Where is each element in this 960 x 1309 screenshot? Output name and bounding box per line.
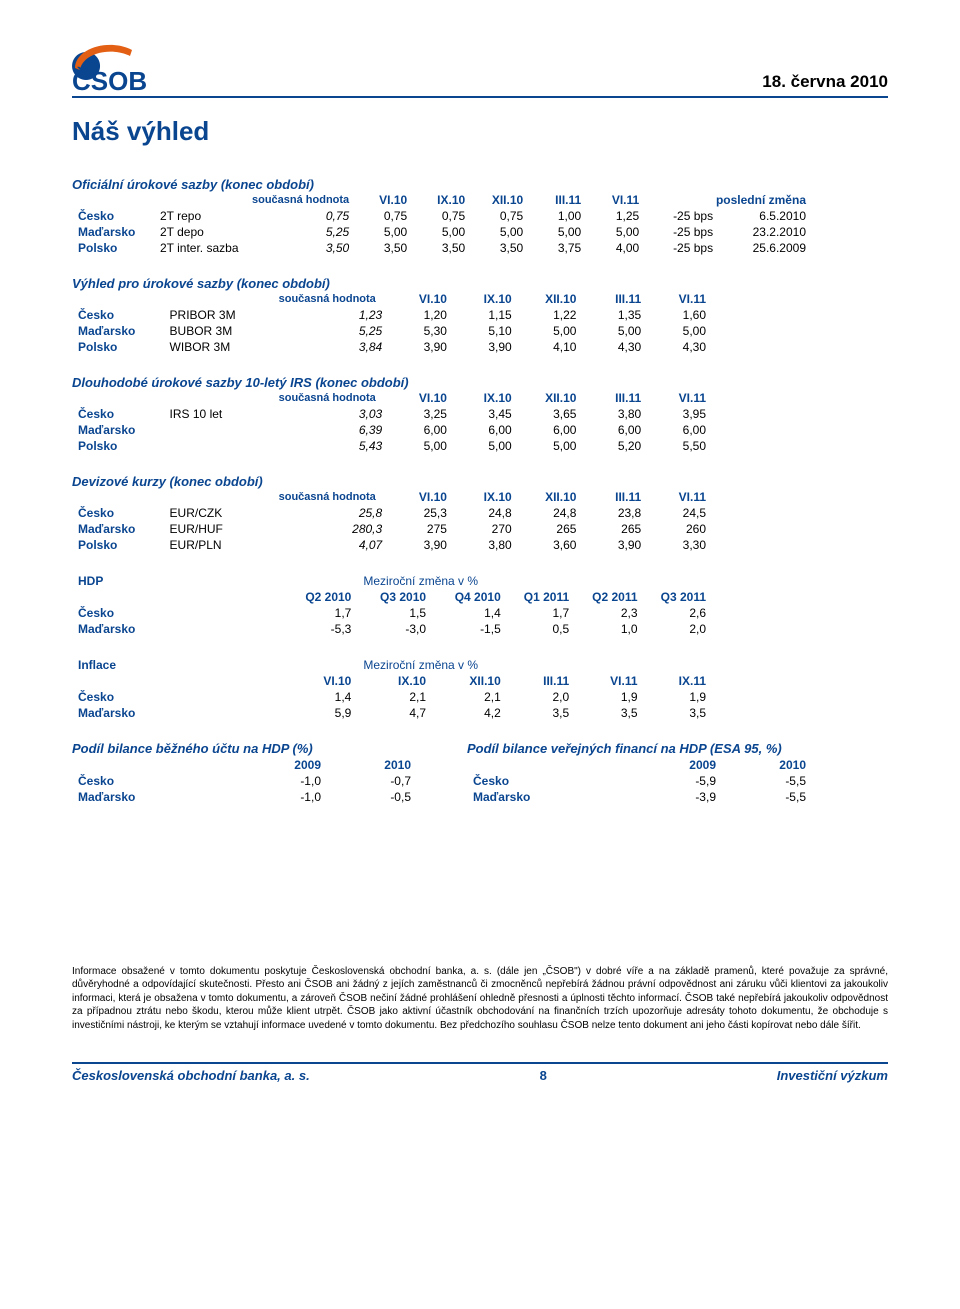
table-title-vyhled: Výhled pro úrokové sazby (konec období)	[72, 276, 888, 291]
footer-org: Československá obchodní banka, a. s.	[72, 1068, 310, 1083]
table-row: Česko EUR/CZK 25,8 25,3 24,8 24,8 23,8 2…	[72, 505, 712, 521]
table-title-dlouho: Dlouhodobé úrokové sazby 10-letý IRS (ko…	[72, 375, 888, 390]
table-title-inflace: Inflace	[72, 657, 169, 673]
table-row: Česko 1,7 1,5 1,4 1,7 2,3 2,6	[72, 605, 712, 621]
table-oficialni: současná hodnota VI.10 IX.10 XII.10 III.…	[72, 192, 812, 256]
footer-page-number: 8	[540, 1068, 547, 1083]
table-row: Česko IRS 10 let 3,03 3,25 3,45 3,65 3,8…	[72, 406, 712, 422]
table-row: Česko 2T repo 0,75 0,75 0,75 0,75 1,00 1…	[72, 208, 812, 224]
table-row: Maďarsko 5,9 4,7 4,2 3,5 3,5 3,5	[72, 705, 712, 721]
table-dlouho: současná hodnota VI.10 IX.10 XII.10 III.…	[72, 390, 712, 454]
table-row: Maďarsko 2T depo 5,25 5,00 5,00 5,00 5,0…	[72, 224, 812, 240]
table-row: Česko 1,4 2,1 2,1 2,0 1,9 1,9	[72, 689, 712, 705]
table-deviz: současná hodnota VI.10 IX.10 XII.10 III.…	[72, 489, 712, 553]
table-row: Maďarsko BUBOR 3M 5,25 5,30 5,10 5,00 5,…	[72, 323, 712, 339]
table-row: Polsko WIBOR 3M 3,84 3,90 3,90 4,10 4,30…	[72, 339, 712, 355]
table-row: Česko PRIBOR 3M 1,23 1,20 1,15 1,22 1,35…	[72, 307, 712, 323]
csob-logo-icon: ČSOB	[72, 36, 200, 96]
page-footer: Československá obchodní banka, a. s. 8 I…	[72, 1062, 888, 1083]
table-row: Maďarsko -1,0 -0,5	[72, 789, 417, 805]
table-row: Česko -5,9 -5,5	[467, 773, 812, 789]
table-title-hdp: HDP	[72, 573, 169, 589]
table-hdp: HDP Meziroční změna v % Q2 2010 Q3 2010 …	[72, 573, 712, 637]
table-title-bilance-bezny: Podíl bilance běžného účtu na HDP (%)	[72, 741, 417, 757]
table-vyhled: současná hodnota VI.10 IX.10 XII.10 III.…	[72, 291, 712, 355]
csob-logo: ČSOB	[72, 36, 200, 96]
table-bilance-bezny: 2009 2010 Česko -1,0 -0,7 Maďarsko -1,0 …	[72, 757, 417, 805]
document-date: 18. června 2010	[762, 72, 888, 96]
table-row: Polsko 5,43 5,00 5,00 5,00 5,20 5,50	[72, 438, 712, 454]
table-title-oficialni: Oficiální úrokové sazby (konec období)	[72, 177, 888, 192]
table-inflace: Inflace Meziroční změna v % VI.10 IX.10 …	[72, 657, 712, 721]
table-row: Maďarsko -3,9 -5,5	[467, 789, 812, 805]
disclaimer-text: Informace obsažené v tomto dokumentu pos…	[72, 965, 888, 1033]
table-row: Maďarsko 6,39 6,00 6,00 6,00 6,00 6,00	[72, 422, 712, 438]
table-row: Maďarsko EUR/HUF 280,3 275 270 265 265 2…	[72, 521, 712, 537]
table-bilance-verejny: 2009 2010 Česko -5,9 -5,5 Maďarsko -3,9 …	[467, 757, 812, 805]
page-title: Náš výhled	[72, 116, 888, 147]
table-row: Polsko EUR/PLN 4,07 3,90 3,80 3,60 3,90 …	[72, 537, 712, 553]
table-row: Česko -1,0 -0,7	[72, 773, 417, 789]
page-header: ČSOB 18. června 2010	[72, 36, 888, 98]
table-row: Maďarsko -5,3 -3,0 -1,5 0,5 1,0 2,0	[72, 621, 712, 637]
svg-text:ČSOB: ČSOB	[72, 66, 147, 96]
table-row: Polsko 2T inter. sazba 3,50 3,50 3,50 3,…	[72, 240, 812, 256]
table-title-bilance-verejny: Podíl bilance veřejných financí na HDP (…	[467, 741, 812, 757]
col-current: současná hodnota	[246, 192, 355, 208]
footer-section: Investiční výzkum	[777, 1068, 888, 1083]
table-title-deviz: Devizové kurzy (konec období)	[72, 474, 888, 489]
